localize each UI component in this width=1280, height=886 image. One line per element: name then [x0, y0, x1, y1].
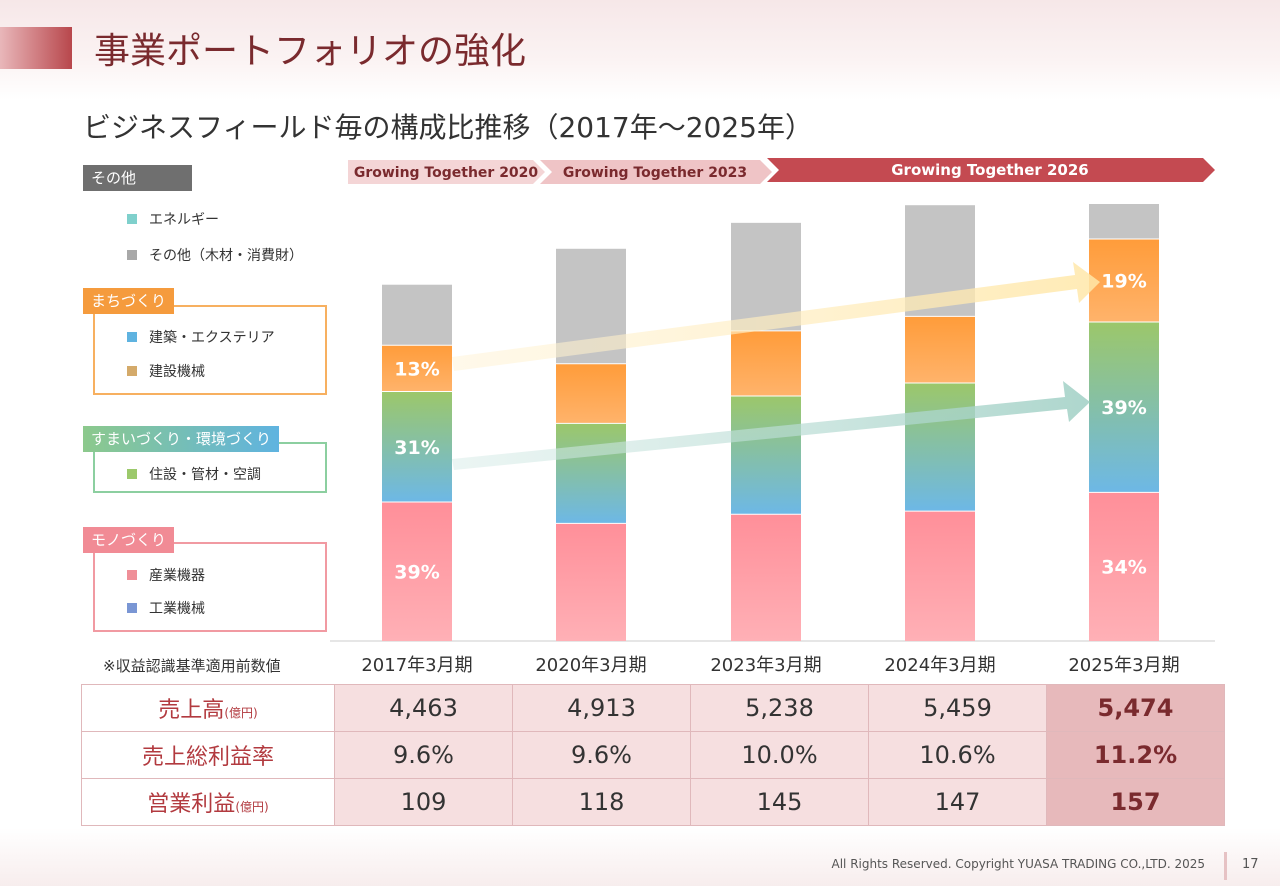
- data-label: 31%: [394, 437, 439, 459]
- table-row: 売上高(億円) 4,463 4,913 5,238 5,459 5,474: [81, 684, 1225, 732]
- x-tick-label: 2023年3月期: [710, 655, 821, 676]
- bar-segment-sumai: [382, 391, 452, 503]
- plan-chevron-2020: [348, 160, 545, 184]
- trend-arrow-machi: [452, 262, 1100, 371]
- energy-swatch: [127, 214, 137, 224]
- table-cell: 10.6%: [868, 731, 1047, 779]
- table-cell: 4,463: [334, 684, 513, 732]
- legend-item-label: 建築・エクステリア: [149, 330, 275, 346]
- data-label: 39%: [1101, 397, 1146, 419]
- x-tick-label: 2025年3月期: [1068, 655, 1179, 676]
- legend-item-sangyo: 産業機器: [127, 565, 205, 585]
- bar-segment-mono: [905, 511, 975, 641]
- bar-segment-sumai: [731, 395, 801, 515]
- legend-mono-box: [93, 542, 327, 632]
- bar-segment-mono: [731, 514, 801, 641]
- trend-arrow-sumai: [452, 381, 1090, 470]
- copyright: All Rights Reserved. Copyright YUASA TRA…: [831, 857, 1205, 871]
- data-label: 34%: [1101, 557, 1146, 579]
- jusetsu-swatch: [127, 469, 137, 479]
- page-number: 17: [1242, 857, 1259, 872]
- kensetsu-swatch: [127, 366, 137, 376]
- page-separator: [1224, 852, 1227, 880]
- table-cell: 11.2%: [1046, 731, 1225, 779]
- other-swatch: [127, 250, 137, 260]
- bar-segment-other: [1089, 204, 1159, 239]
- plan-chevron-2026: [767, 158, 1215, 182]
- x-tick-label: 2024年3月期: [884, 655, 995, 676]
- bars-group: [382, 204, 1159, 641]
- legend-item-label: 工業機械: [149, 601, 205, 617]
- bar-segment-mono: [382, 502, 452, 641]
- legend-machi-box: [93, 305, 327, 395]
- title-accent-bar: [0, 27, 72, 69]
- row-label: 売上総利益率: [81, 731, 335, 779]
- table-cell: 145: [690, 778, 869, 826]
- legend-item-energy: エネルギー: [127, 209, 219, 229]
- footnote: ※収益認識基準適用前数値: [103, 657, 281, 675]
- bar-segment-machi: [731, 330, 801, 396]
- plan-label-2020: Growing Together 2020: [354, 165, 539, 181]
- legend-item-label: 産業機器: [149, 568, 205, 584]
- page-title: 事業ポートフォリオの強化: [94, 31, 527, 72]
- bar-segment-other: [382, 284, 452, 346]
- plan-chevron-2023: [540, 160, 772, 184]
- row-label: 営業利益(億円): [81, 778, 335, 826]
- legend-item-label: エネルギー: [149, 212, 219, 228]
- row-label: 売上高(億円): [81, 684, 335, 732]
- bar-segment-sumai: [1089, 321, 1159, 493]
- labels-group: 2017年3月期 39% 31% 13% 2020年3月期 2023年3月期 2024年3月…: [361, 270, 1179, 676]
- row-unit: (億円): [224, 706, 258, 720]
- table-row: 営業利益(億円) 109 118 145 147 157: [81, 778, 1225, 826]
- kenchiku-swatch: [127, 332, 137, 342]
- table-cell: 118: [512, 778, 691, 826]
- legend-item-label: その他（木材・消費財）: [149, 248, 303, 264]
- header-band: [0, 0, 1280, 100]
- bar-segment-mono: [556, 523, 626, 641]
- plan-label-2023: Growing Together 2023: [563, 165, 747, 181]
- legend-item-jusetsu: 住設・管材・空調: [127, 464, 261, 484]
- legend-item-kogyo: 工業機械: [127, 598, 205, 618]
- bar-segment-sumai: [556, 423, 626, 524]
- page-subtitle: ビジネスフィールド毎の構成比推移（2017年～2025年）: [83, 111, 813, 144]
- kogyo-swatch: [127, 603, 137, 613]
- table-cell: 109: [334, 778, 513, 826]
- kpi-table: 売上高(億円) 4,463 4,913 5,238 5,459 5,474 売上総利益率 9.…: [81, 684, 1225, 826]
- bar-segment-machi: [556, 363, 626, 424]
- legend-machi-label: まちづくり: [83, 288, 175, 314]
- legend-item-kenchiku: 建築・エクステリア: [127, 327, 275, 347]
- bar-segment-machi: [1089, 238, 1159, 322]
- legend-mono-label: モノづくり: [83, 527, 175, 553]
- legend-other-label: その他: [83, 165, 192, 191]
- row-unit: (億円): [235, 800, 269, 814]
- table-row: 売上総利益率 9.6% 9.6% 10.0% 10.6% 11.2%: [81, 731, 1225, 779]
- legend-item-other-goods: その他（木材・消費財）: [127, 245, 303, 265]
- legend-item-label: 建設機械: [149, 364, 205, 380]
- table-cell: 5,238: [690, 684, 869, 732]
- x-tick-label: 2017年3月期: [361, 655, 472, 676]
- table-cell: 147: [868, 778, 1047, 826]
- data-label: 19%: [1101, 270, 1146, 292]
- data-label: 13%: [394, 358, 439, 380]
- table-cell: 9.6%: [512, 731, 691, 779]
- bar-segment-machi: [382, 345, 452, 392]
- x-tick-label: 2020年3月期: [535, 655, 646, 676]
- legend-sumai-label: すまいづくり・環境づくり: [83, 426, 280, 452]
- data-label: 39%: [394, 562, 439, 584]
- table-cell: 4,913: [512, 684, 691, 732]
- bar-segment-sumai: [905, 382, 975, 512]
- table-cell: 5,459: [868, 684, 1047, 732]
- table-cell: 5,474: [1046, 684, 1225, 732]
- legend-item-label: 住設・管材・空調: [149, 467, 261, 483]
- plan-label-2026: Growing Together 2026: [891, 161, 1089, 179]
- table-cell: 157: [1046, 778, 1225, 826]
- bar-segment-machi: [905, 316, 975, 383]
- bar-segment-mono: [1089, 492, 1159, 641]
- table-cell: 9.6%: [334, 731, 513, 779]
- table-cell: 10.0%: [690, 731, 869, 779]
- footer-band: [0, 828, 1280, 886]
- sangyo-swatch: [127, 570, 137, 580]
- legend-item-kensetsu: 建設機械: [127, 361, 205, 381]
